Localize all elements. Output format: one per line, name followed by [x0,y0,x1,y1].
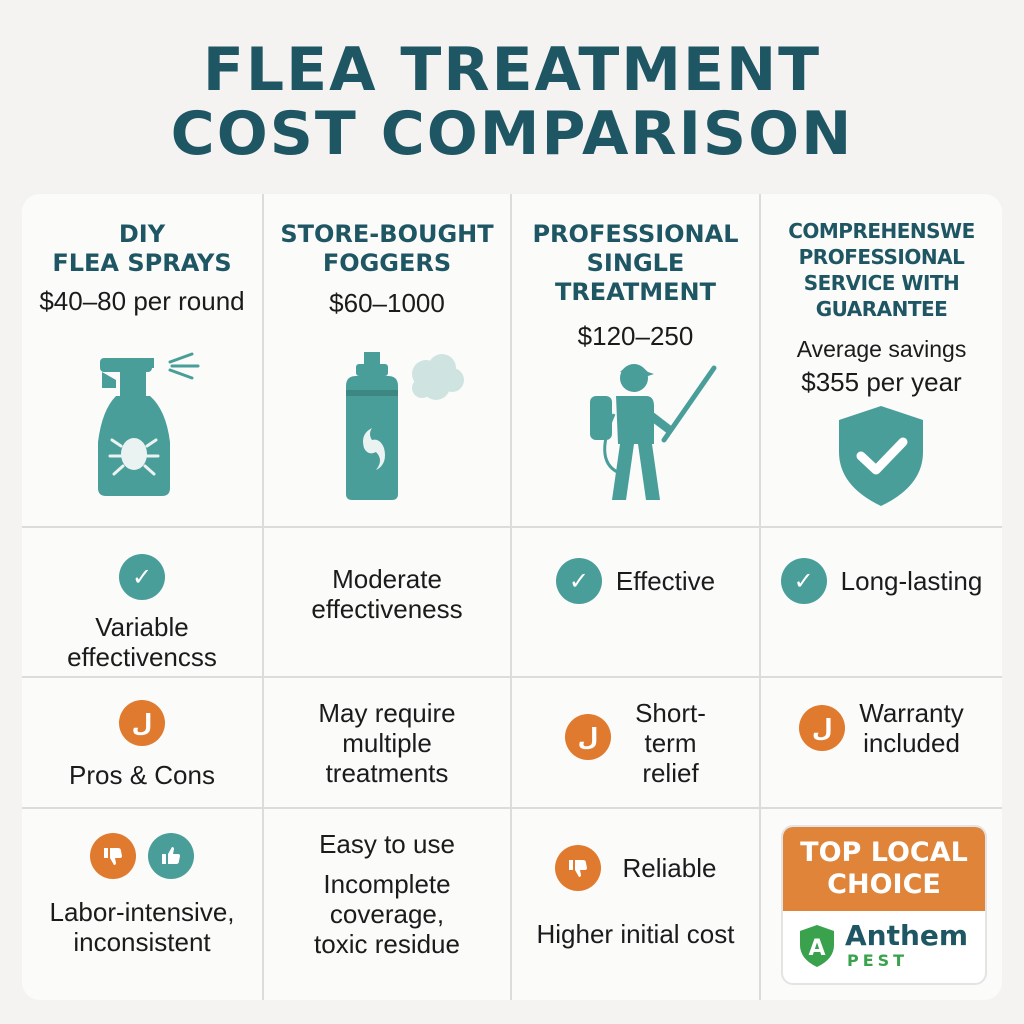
effectiveness-single-treatment: Effective [615,566,716,596]
heading-line: DIY [118,220,166,248]
anthem-pest-logo: A Anthem PEST [783,911,985,970]
effectiveness-comprehensive: Long-lasting [840,566,983,596]
text-line: effectivencss [67,642,217,672]
text-line: Variable [95,612,189,642]
savings-label: Average savings [796,336,967,362]
price-single-treatment: $120–250 [577,321,694,351]
row3-single-treatment: Short- term relief [635,698,706,788]
text-line: treatments [325,758,449,788]
pros-cons-label: Pros & Cons [69,760,215,790]
heading-line: FLEA SPRAYS [52,249,232,277]
column-heading-single-treatment: PROFESSIONAL SINGLE TREATMENT [532,220,738,307]
reliability: Reliable [622,853,717,883]
row3-cell-diy: ل Pros & Cons [22,678,264,809]
check-icon: ✓ [119,554,165,600]
heading-line: FOGGERS [322,249,452,277]
row4-diy: Labor-intensive, inconsistent [50,897,235,957]
row3-cell-comprehensive: ل Warranty included [761,678,1002,809]
text-line: relief [642,758,699,788]
exterminator-icon [590,364,717,500]
comparison-table: DIY FLEA SPRAYS $40–80 per round STORE-B… [22,194,1002,1000]
badge-line: CHOICE [827,869,941,900]
heading-line: PROFESSIONAL [798,245,965,269]
brand-sub: PEST [847,951,909,970]
effectiveness-foggers: Moderate effectiveness [311,564,462,624]
check-icon: ✓ [555,558,602,604]
page-title: FLEA TREATMENT COST COMPARISON [0,38,1024,166]
check-icon: ✓ [780,558,827,604]
row4-cell-diy: Labor-intensive, inconsistent [22,809,264,1000]
row3-cell-single-treatment: ل Short- term relief [512,678,761,809]
text-line: term [644,728,697,758]
effectiveness-cell-diy: ✓ Variable effectivencss [22,528,264,678]
heading-line: SERVICE WITH [803,271,960,295]
text-line: Moderate [332,564,442,594]
thumbs-up-icon [148,833,194,879]
text-line: Incomplete [323,869,451,899]
heading-line: STORE-BOUGHT [280,220,494,248]
price-comprehensive: $355 per year [801,367,962,397]
brand-letter: A [808,936,825,961]
heading-line: SINGLE [586,249,685,277]
row3-cell-foggers: May require multiple treatments [264,678,512,809]
thumbs-down-icon [554,845,601,891]
text-line: Short- [635,698,706,728]
fogger-can-icon [346,352,464,500]
text-line: Warranty [859,698,964,728]
text-line: toxic residue [314,929,460,959]
effectiveness-cell-foggers: Moderate effectiveness [264,528,512,678]
heading-line: GUARANTEE [815,297,948,321]
text-line: effectiveness [311,594,463,624]
top-local-choice-badge: TOP LOCAL CHOICE A Anthem PEST [781,825,987,985]
row4-cell-comprehensive: TOP LOCAL CHOICE A Anthem PEST [761,809,1002,1000]
price-diy: $40–80 per round [39,286,245,316]
text-line: multiple [342,728,432,758]
header-cell-diy: DIY FLEA SPRAYS $40–80 per round [22,194,264,528]
header-cell-comprehensive: COMPREHENSWE PROFESSIONAL SERVICE WITH G… [761,194,1002,528]
text-line: May require [318,698,456,728]
effectiveness-diy: Variable effectivencss [67,612,217,672]
column-heading-comprehensive: COMPREHENSWE PROFESSIONAL SERVICE WITH G… [788,218,975,322]
row4-foggers: Incomplete coverage, toxic residue [314,869,460,959]
title-line-1: FLEA TREATMENT [202,35,822,105]
text-line: coverage, [329,899,445,929]
row3-foggers: May require multiple treatments [318,698,455,788]
ease-of-use: Easy to use [319,829,455,859]
badge-line: TOP LOCAL [800,837,968,868]
effectiveness-cell-comprehensive: ✓ Long-lasting [761,528,1002,678]
note-icon: ل [799,705,846,751]
thumbs-down-icon [90,833,136,879]
heading-line: COMPREHENSWE [788,219,975,243]
brand-shield-icon: A [800,924,834,967]
text-line: included [863,728,960,758]
note-icon: ل [565,714,612,760]
spray-bottle-icon [98,352,200,496]
column-heading-foggers: STORE-BOUGHT FOGGERS [280,220,493,278]
title-line-2: COST COMPARISON [170,99,854,169]
row4-single-treatment: Higher initial cost [536,919,735,949]
note-icon: ل [119,700,165,746]
brand-name: Anthem [845,919,969,952]
text-line: Labor-intensive, [49,897,235,927]
text-line: inconsistent [73,927,211,957]
badge-band: TOP LOCAL CHOICE [783,827,985,911]
shield-check-icon [839,406,923,506]
effectiveness-cell-single-treatment: ✓ Effective [512,528,761,678]
header-cell-foggers: STORE-BOUGHT FOGGERS $60–1000 [264,194,512,528]
row4-cell-single-treatment: Reliable Higher initial cost [512,809,761,1000]
heading-line: TREATMENT [554,278,717,306]
header-cell-single-treatment: PROFESSIONAL SINGLE TREATMENT $120–250 [512,194,761,528]
row4-cell-foggers: Easy to use Incomplete coverage, toxic r… [264,809,512,1000]
price-foggers: $60–1000 [329,288,445,318]
heading-line: PROFESSIONAL [532,220,739,248]
column-heading-diy: DIY FLEA SPRAYS [52,220,231,278]
row3-comprehensive: Warranty included [859,698,964,758]
